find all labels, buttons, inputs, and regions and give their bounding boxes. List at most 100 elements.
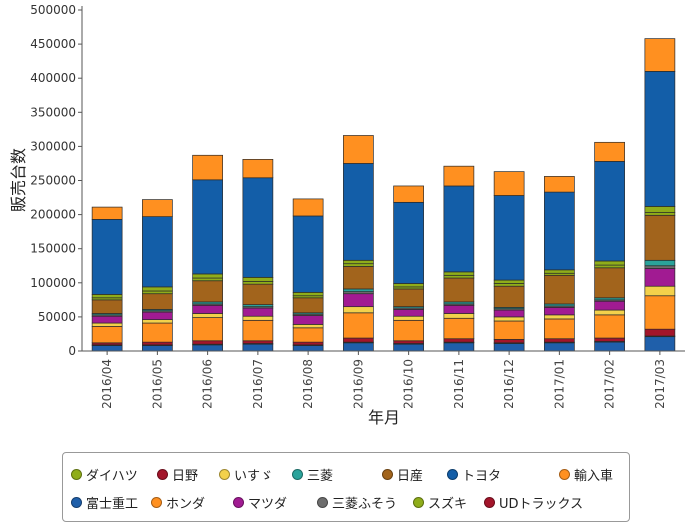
bar-segment[interactable] (242, 281, 274, 285)
bar-segment[interactable] (142, 286, 173, 292)
bar-segment[interactable] (594, 161, 625, 262)
bar-segment[interactable] (544, 307, 575, 316)
bar-segment[interactable] (192, 154, 223, 181)
bar-segment[interactable] (594, 314, 625, 339)
bar-segment[interactable] (292, 297, 324, 314)
bar-segment[interactable] (544, 269, 575, 274)
bar-segment[interactable] (343, 306, 374, 314)
legend-item[interactable]: 富士重工 (71, 493, 138, 512)
bar-segment[interactable] (242, 319, 274, 342)
bar-segment[interactable] (544, 191, 575, 271)
bar-segment[interactable] (443, 271, 475, 276)
bar-segment[interactable] (242, 343, 274, 352)
bar-segment[interactable] (343, 266, 374, 290)
bar-segment[interactable] (594, 337, 625, 342)
bar-segment[interactable] (343, 135, 374, 164)
legend-item[interactable]: 日野 (157, 465, 198, 484)
bar-segment[interactable] (91, 219, 123, 295)
bar-segment[interactable] (493, 279, 525, 284)
bar-segment[interactable] (644, 285, 676, 297)
bar-segment[interactable] (594, 267, 625, 299)
bar-segment[interactable] (594, 309, 625, 316)
bar-segment[interactable] (292, 345, 324, 352)
bar-segment[interactable] (91, 294, 123, 299)
bar-segment[interactable] (242, 307, 274, 317)
legend-item[interactable]: スズキ (413, 493, 467, 512)
bar-segment[interactable] (393, 319, 424, 342)
bar-segment[interactable] (544, 176, 575, 193)
bar-segment[interactable] (644, 212, 676, 216)
bar-segment[interactable] (393, 283, 424, 288)
bar-segment[interactable] (292, 315, 324, 325)
bar-segment[interactable] (292, 215, 324, 293)
bar-segment[interactable] (343, 337, 374, 343)
bar-segment[interactable] (493, 309, 525, 318)
bar-segment[interactable] (91, 345, 123, 352)
legend-item[interactable]: 日産 (382, 465, 423, 484)
legend-item[interactable]: ダイハツ (71, 465, 138, 484)
bar-segment[interactable] (443, 304, 475, 314)
bar-segment[interactable] (343, 263, 374, 267)
bar-segment[interactable] (242, 159, 274, 179)
bar-segment[interactable] (393, 288, 424, 308)
legend-item[interactable]: 三菱 (292, 465, 333, 484)
bar-segment[interactable] (142, 199, 173, 217)
bar-segment[interactable] (142, 216, 173, 288)
bar-segment[interactable] (142, 290, 173, 295)
bar-segment[interactable] (292, 324, 324, 329)
bar-segment[interactable] (192, 280, 223, 303)
bar-segment[interactable] (443, 338, 475, 343)
bar-segment[interactable] (192, 304, 223, 314)
bar-segment[interactable] (644, 328, 676, 337)
bar-segment[interactable] (292, 341, 324, 346)
bar-segment[interactable] (644, 268, 676, 287)
bar-segment[interactable] (644, 259, 676, 267)
bar-segment[interactable] (493, 171, 525, 196)
bar-segment[interactable] (192, 344, 223, 352)
legend-item[interactable]: ホンダ (151, 493, 205, 512)
bar-segment[interactable] (644, 206, 676, 213)
bar-segment[interactable] (644, 214, 676, 261)
bar-segment[interactable] (142, 319, 173, 324)
bar-segment[interactable] (493, 320, 525, 340)
bar-segment[interactable] (644, 71, 676, 207)
bar-segment[interactable] (142, 322, 173, 343)
bar-segment[interactable] (393, 309, 424, 317)
bar-segment[interactable] (192, 313, 223, 318)
legend-item[interactable]: UDトラックス (484, 493, 583, 512)
legend-item[interactable]: 三菱ふそう (317, 493, 397, 512)
bar-segment[interactable] (91, 315, 123, 324)
bar-segment[interactable] (343, 259, 374, 265)
bar-segment[interactable] (493, 283, 525, 287)
bar-segment[interactable] (493, 339, 525, 344)
legend-item[interactable]: いすゞ (219, 465, 273, 484)
bar-segment[interactable] (242, 177, 274, 278)
bar-segment[interactable] (242, 340, 274, 344)
bar-segment[interactable] (443, 342, 475, 352)
bar-segment[interactable] (443, 317, 475, 340)
bar-segment[interactable] (443, 274, 475, 279)
bar-segment[interactable] (493, 343, 525, 352)
bar-segment[interactable] (544, 318, 575, 340)
bar-segment[interactable] (594, 260, 625, 266)
bar-segment[interactable] (343, 312, 374, 339)
bar-segment[interactable] (142, 341, 173, 346)
bar-segment[interactable] (644, 336, 676, 352)
bar-segment[interactable] (192, 277, 223, 282)
bar-segment[interactable] (544, 274, 575, 305)
bar-segment[interactable] (644, 295, 676, 330)
bar-segment[interactable] (644, 38, 676, 72)
bar-segment[interactable] (192, 340, 223, 345)
bar-segment[interactable] (142, 345, 173, 352)
bar-segment[interactable] (343, 342, 374, 352)
bar-segment[interactable] (242, 276, 274, 282)
bar-segment[interactable] (493, 285, 525, 308)
bar-segment[interactable] (544, 338, 575, 343)
bar-segment[interactable] (343, 163, 374, 261)
bar-segment[interactable] (192, 317, 223, 342)
bar-segment[interactable] (192, 273, 223, 279)
bar-segment[interactable] (443, 185, 475, 273)
bar-segment[interactable] (443, 165, 475, 187)
bar-segment[interactable] (493, 195, 525, 281)
legend-item[interactable]: トヨタ (447, 465, 501, 484)
